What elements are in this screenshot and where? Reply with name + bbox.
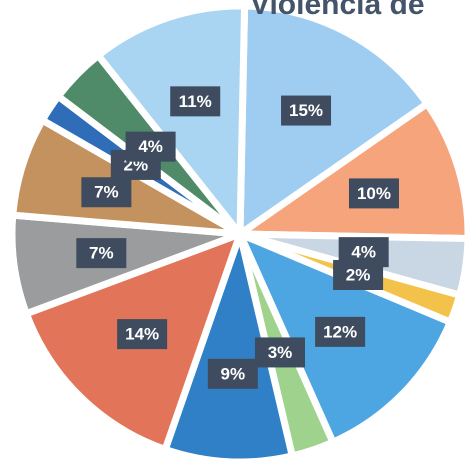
data-label: 11% <box>179 92 212 111</box>
pie <box>8 2 470 466</box>
labels: 15%10%4%2%12%3%9%14%7%7%2%4%11% <box>76 86 399 389</box>
pie-slice <box>93 2 249 244</box>
label-box <box>254 337 305 368</box>
data-label: 14% <box>125 325 159 344</box>
data-label: 15% <box>289 101 323 120</box>
data-label: 2% <box>346 265 371 284</box>
data-label: 9% <box>221 364 246 383</box>
label-box <box>76 238 127 269</box>
data-label: 4% <box>351 243 376 262</box>
label-box <box>315 316 366 347</box>
pie-slice <box>160 221 297 466</box>
label-box <box>207 358 258 389</box>
label-box <box>117 319 168 350</box>
data-label: 4% <box>138 137 163 156</box>
pie-slice <box>236 2 432 241</box>
label-box <box>333 259 384 290</box>
pie-slice <box>229 98 470 243</box>
label-box <box>281 95 332 126</box>
data-label: 12% <box>323 322 357 341</box>
label-box <box>170 86 221 117</box>
label-box <box>348 178 399 209</box>
data-label: 3% <box>268 343 293 362</box>
label-box <box>81 177 132 208</box>
data-label: 7% <box>89 244 114 263</box>
chart-title: Violencia de <box>250 0 425 21</box>
data-label: 10% <box>357 184 391 203</box>
data-label: 7% <box>94 183 119 202</box>
label-box <box>125 131 176 162</box>
